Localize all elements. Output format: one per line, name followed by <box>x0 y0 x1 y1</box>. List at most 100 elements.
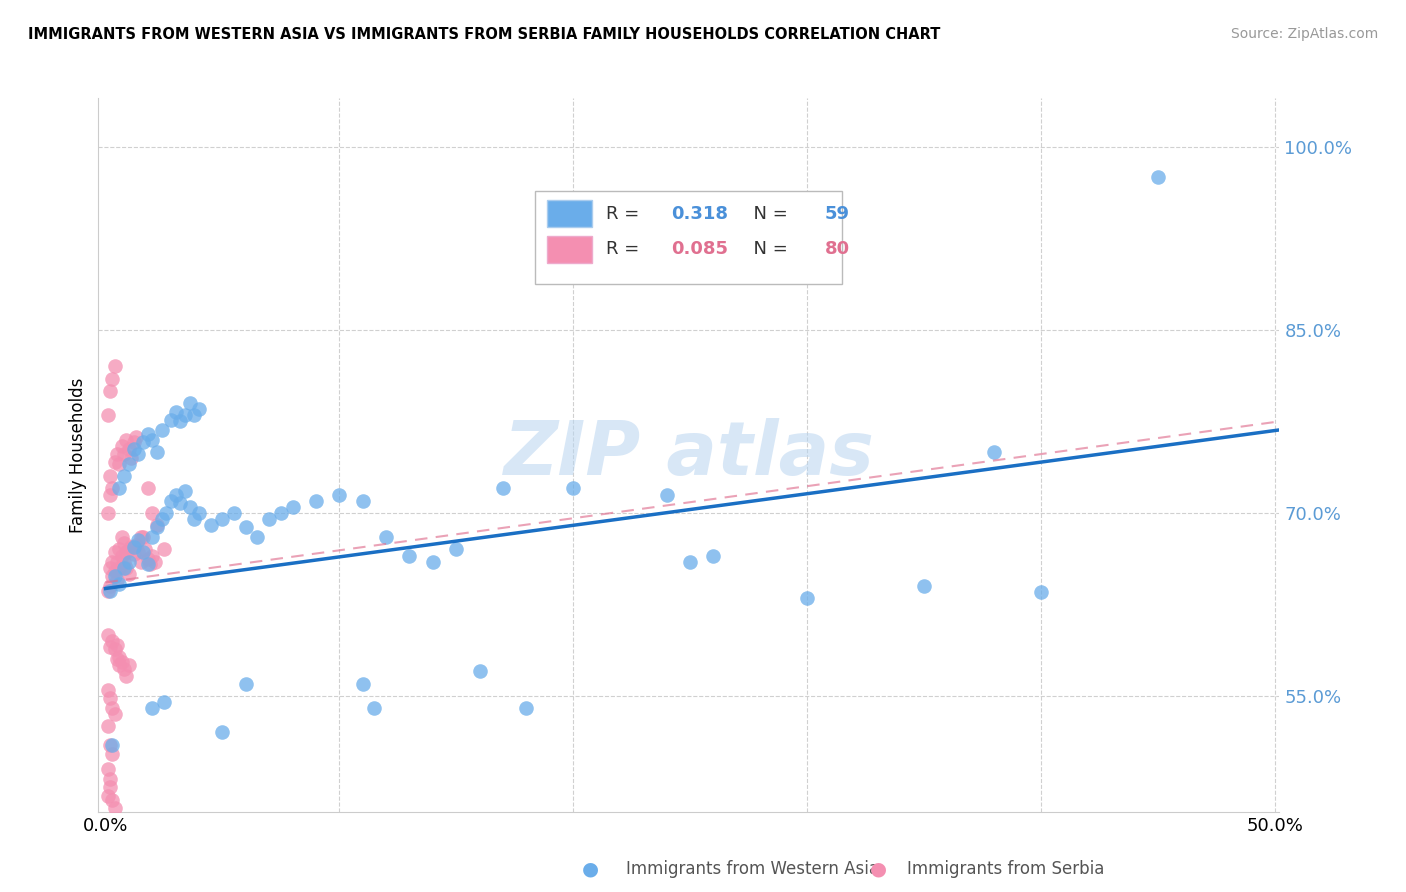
Point <box>120 540 142 554</box>
Point <box>98 780 121 795</box>
Point <box>211 725 233 739</box>
Point <box>132 545 155 559</box>
Point <box>111 549 134 563</box>
Point <box>105 447 128 461</box>
Point <box>104 801 127 815</box>
Point <box>98 384 121 398</box>
Point <box>108 457 131 471</box>
Point <box>104 642 127 657</box>
Point <box>108 658 131 673</box>
Point <box>188 402 211 417</box>
Text: N =: N = <box>742 205 793 223</box>
Text: 80: 80 <box>825 241 849 259</box>
Point <box>101 747 124 762</box>
Point <box>141 701 163 715</box>
Bar <box>547 235 592 263</box>
Point <box>352 676 374 690</box>
Point <box>115 669 138 683</box>
Point <box>101 701 124 715</box>
Point <box>141 433 163 447</box>
Point <box>136 557 159 571</box>
Text: IMMIGRANTS FROM WESTERN ASIA VS IMMIGRANTS FROM SERBIA FAMILY HOUSEHOLDS CORRELA: IMMIGRANTS FROM WESTERN ASIA VS IMMIGRAN… <box>28 27 941 42</box>
Point <box>179 396 201 410</box>
Point <box>1147 170 1170 185</box>
Point <box>118 542 141 557</box>
Point <box>235 676 257 690</box>
Point <box>153 695 176 709</box>
Text: R =: R = <box>606 241 645 259</box>
Point <box>118 555 141 569</box>
Point <box>160 413 183 427</box>
Point <box>134 542 156 557</box>
Point <box>111 530 134 544</box>
Point <box>146 520 169 534</box>
Point <box>328 487 350 501</box>
Point <box>141 506 163 520</box>
Point <box>104 359 127 374</box>
Point <box>108 482 131 496</box>
Point <box>118 442 141 457</box>
Point <box>352 493 374 508</box>
Point <box>98 640 121 654</box>
Point <box>562 482 585 496</box>
Point <box>97 762 120 776</box>
Point <box>118 566 141 581</box>
Point <box>97 583 120 598</box>
Point <box>108 560 131 574</box>
Point <box>139 557 162 571</box>
Point <box>98 691 121 706</box>
Point <box>127 447 149 461</box>
Point <box>281 500 304 514</box>
Point <box>160 493 183 508</box>
Point <box>104 569 127 583</box>
Text: Source: ZipAtlas.com: Source: ZipAtlas.com <box>1230 27 1378 41</box>
Point <box>150 512 173 526</box>
Text: Immigrants from Serbia: Immigrants from Serbia <box>907 860 1104 878</box>
Point <box>188 506 211 520</box>
Point <box>108 542 131 557</box>
Point <box>174 483 197 498</box>
Point <box>112 447 135 461</box>
Point <box>165 404 187 418</box>
Point <box>422 555 444 569</box>
Bar <box>547 200 592 227</box>
Point <box>105 555 128 569</box>
Point <box>127 533 149 547</box>
Point <box>101 569 124 583</box>
Point <box>155 506 177 520</box>
Text: ●: ● <box>582 859 599 879</box>
Point <box>129 530 152 544</box>
Point <box>118 457 141 471</box>
Point <box>98 583 121 598</box>
Point <box>270 506 292 520</box>
Text: ZIP atlas: ZIP atlas <box>503 418 875 491</box>
Text: 0.318: 0.318 <box>671 205 728 223</box>
Point <box>165 487 187 501</box>
Point <box>101 634 124 648</box>
Point <box>398 549 420 563</box>
Point <box>104 565 127 579</box>
Point <box>983 445 1005 459</box>
Point <box>101 738 124 752</box>
Point <box>796 591 818 606</box>
Point <box>108 576 131 591</box>
Text: R =: R = <box>606 205 645 223</box>
Point <box>1029 585 1052 599</box>
Point <box>98 579 121 593</box>
Y-axis label: Family Households: Family Households <box>69 377 87 533</box>
Point <box>169 414 191 428</box>
Point <box>141 549 163 563</box>
Point <box>305 493 328 508</box>
Point <box>132 435 155 450</box>
Point <box>97 409 120 423</box>
Point <box>108 649 131 664</box>
Point <box>112 662 135 676</box>
Point <box>125 430 148 444</box>
Point <box>111 655 134 669</box>
Text: N =: N = <box>742 241 793 259</box>
Point <box>655 487 678 501</box>
Point <box>222 506 245 520</box>
Point <box>97 682 120 697</box>
Point <box>444 542 467 557</box>
Point <box>112 560 135 574</box>
